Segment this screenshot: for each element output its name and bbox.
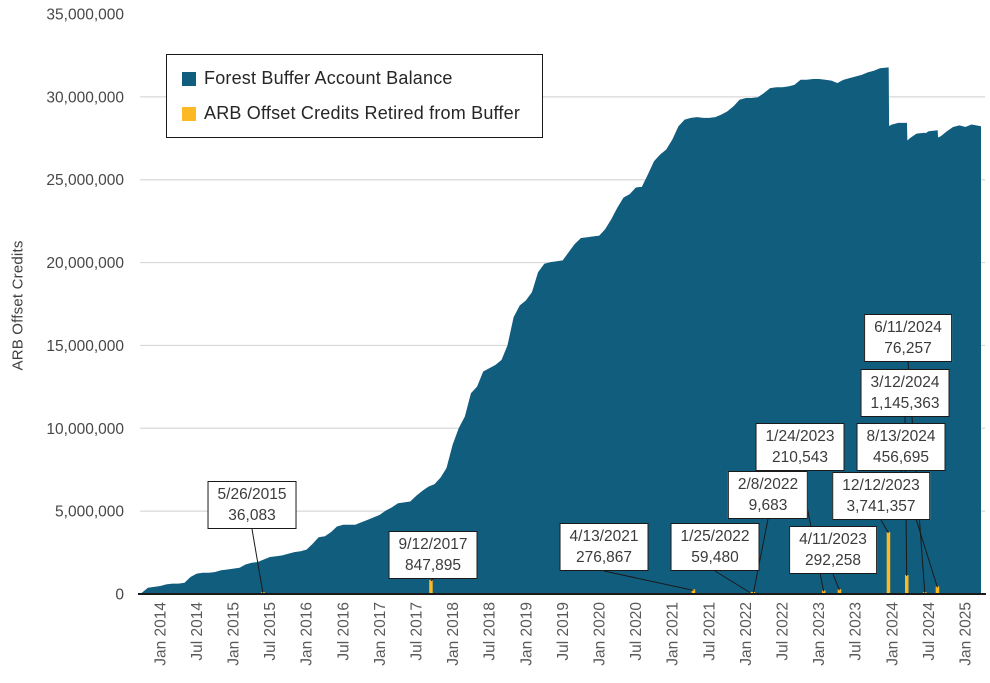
x-tick-label: Jul 2020 xyxy=(628,602,645,661)
retired-series-swatch-icon xyxy=(182,106,196,121)
legend-item-retired: ARB Offset Credits Retired from Buffer xyxy=(182,103,520,124)
legend-item-label: Forest Buffer Account Balance xyxy=(204,68,453,88)
annotation-callout: 8/13/2024 456,695 xyxy=(856,423,946,471)
annotation-date: 3/12/2024 xyxy=(870,374,940,391)
x-tick-label: Jan 2018 xyxy=(445,602,462,666)
y-tick-label: 0 xyxy=(115,587,124,604)
annotation-date: 8/13/2024 xyxy=(866,428,936,445)
annotation-value: 847,895 xyxy=(404,557,462,574)
annotation-date: 9/12/2017 xyxy=(398,536,468,553)
annotation-value: 276,867 xyxy=(575,549,633,566)
y-axis-title: ARB Offset Credits xyxy=(9,240,27,371)
y-tick-label: 25,000,000 xyxy=(46,172,124,189)
x-tick-label: Jan 2016 xyxy=(299,602,316,666)
annotation-callout: 12/12/2023 3,741,357 xyxy=(832,472,930,520)
x-tick-label: Jan 2017 xyxy=(372,602,389,666)
annotation-value: 3,741,357 xyxy=(846,498,916,515)
annotation-date: 2/8/2022 xyxy=(737,476,799,493)
annotation-value: 36,083 xyxy=(228,507,276,524)
x-tick-label: Jan 2020 xyxy=(592,602,609,666)
y-tick-label: 20,000,000 xyxy=(46,255,124,272)
annotation-value: 76,257 xyxy=(884,340,932,357)
annotation-callout: 5/26/2015 36,083 xyxy=(207,481,297,529)
annotation-value: 456,695 xyxy=(872,449,930,466)
legend: Forest Buffer Account Balance ARB Offset… xyxy=(166,54,544,138)
annotation-leader-line xyxy=(714,570,751,594)
x-tick-label: Jul 2022 xyxy=(775,602,792,661)
x-tick-label: Jan 2022 xyxy=(738,602,755,666)
annotation-leader-line xyxy=(832,573,840,591)
x-tick-label: Jan 2023 xyxy=(811,602,828,666)
annotation-date: 4/11/2023 xyxy=(799,531,867,548)
annotation-date: 1/24/2023 xyxy=(765,428,835,445)
y-tick-label: 35,000,000 xyxy=(46,7,124,24)
annotation-callout: 2/8/2022 9,683 xyxy=(727,471,809,519)
annotation-leader-line xyxy=(251,528,264,594)
retirement-bar xyxy=(691,589,696,594)
retirement-bar xyxy=(886,532,891,594)
x-tick-label: Jul 2024 xyxy=(921,602,938,661)
retirement-bar xyxy=(822,590,826,594)
x-tick-label: Jan 2021 xyxy=(665,602,682,666)
x-tick-label: Jan 2014 xyxy=(152,602,169,666)
annotation-value: 9,683 xyxy=(748,497,788,514)
annotation-leader-line xyxy=(752,518,769,594)
annotation-date: 5/26/2015 xyxy=(217,486,287,503)
x-tick-label: Jul 2015 xyxy=(262,602,279,661)
y-tick-label: 15,000,000 xyxy=(46,338,124,355)
annotation-leader-line xyxy=(603,570,694,591)
x-tick-label: Jul 2017 xyxy=(409,602,426,661)
x-tick-label: Jul 2023 xyxy=(848,602,865,661)
annotation-date: 1/25/2022 xyxy=(680,528,750,545)
y-tick-label: 5,000,000 xyxy=(55,504,124,521)
annotation-date: 6/11/2024 xyxy=(874,319,942,336)
x-tick-label: Jul 2018 xyxy=(482,602,499,661)
annotation-callout: 9/12/2017 847,895 xyxy=(388,531,478,579)
balance-series-swatch-icon xyxy=(182,71,196,86)
retirement-bar xyxy=(905,575,909,594)
x-tick-label: Jan 2024 xyxy=(884,602,901,666)
annotation-callout: 1/24/2023 210,543 xyxy=(755,423,845,471)
x-tick-label: Jul 2014 xyxy=(189,602,206,661)
annotation-callout: 4/13/2021 276,867 xyxy=(559,523,649,571)
annotation-callout: 4/11/2023 292,258 xyxy=(789,526,877,574)
annotation-value: 59,480 xyxy=(691,549,739,566)
x-tick-label: Jul 2021 xyxy=(701,602,718,661)
x-tick-label: Jan 2019 xyxy=(518,602,535,666)
annotation-date: 4/13/2021 xyxy=(569,528,639,545)
annotation-value: 1,145,363 xyxy=(870,395,940,412)
x-tick-label: Jan 2015 xyxy=(226,602,243,666)
x-tick-label: Jan 2025 xyxy=(958,602,975,666)
retirement-bar xyxy=(837,589,842,594)
legend-item-label: ARB Offset Credits Retired from Buffer xyxy=(204,103,521,123)
annotation-callout: 1/25/2022 59,480 xyxy=(670,523,760,571)
retirement-bar xyxy=(935,586,940,594)
annotation-callout: 3/12/2024 1,145,363 xyxy=(860,369,950,417)
annotation-value: 292,258 xyxy=(804,552,862,569)
annotation-leader-line xyxy=(880,519,889,534)
y-tick-label: 30,000,000 xyxy=(46,89,124,106)
annotation-date: 12/12/2023 xyxy=(842,477,920,494)
retirement-bar xyxy=(429,579,433,594)
x-tick-label: Jul 2016 xyxy=(335,602,352,661)
annotation-leader-line xyxy=(430,578,434,582)
y-tick-label: 10,000,000 xyxy=(46,421,124,438)
annotation-value: 210,543 xyxy=(771,449,829,466)
annotation-callout: 6/11/2024 76,257 xyxy=(864,314,952,362)
legend-item-balance: Forest Buffer Account Balance xyxy=(182,68,520,89)
x-tick-label: Jul 2019 xyxy=(555,602,572,661)
